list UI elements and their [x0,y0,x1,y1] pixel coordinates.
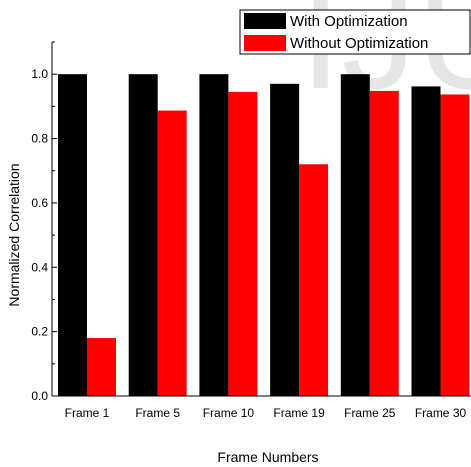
y-axis-title: Normalized Correlation [6,163,22,306]
bar-frame-25-without-optimization [369,90,399,397]
bar-frame-10-with-optimization [199,74,229,397]
y-tick-label: 0.8 [31,132,48,146]
legend-swatch-without-optimization [244,35,286,51]
bar-frame-30-with-optimization [411,86,441,396]
x-axis-title: Frame Numbers [217,449,318,465]
x-tick-label: Frame 30 [415,406,467,420]
legend-label-with-optimization: With Optimization [290,13,408,30]
legend: With Optimization Without Optimization [239,9,471,55]
legend-label-without-optimization: Without Optimization [290,35,428,52]
x-tick-label: Frame 10 [203,406,255,420]
axes: 0.0 0.2 0.4 0.6 0.8 1.0 Frame 1 Frame 5 Frame 10… [31,41,471,420]
x-tick-label: Frame 1 [65,406,110,420]
y-tick-label: 0.6 [31,196,48,210]
bars [58,74,470,397]
legend-swatch-with-optimization [244,13,286,29]
bar-frame-5-without-optimization [157,110,187,397]
x-tick-label: Frame 19 [273,406,325,420]
x-tick-label: Frame 5 [135,406,180,420]
bar-frame-25-with-optimization [340,74,370,397]
bar-frame-1-with-optimization [58,74,87,397]
y-tick-label: 0.4 [31,260,48,274]
bar-frame-30-without-optimization [440,94,470,397]
y-tick-label: 0.0 [31,389,48,403]
y-tick-label: 0.2 [31,325,48,339]
bar-frame-19-with-optimization [270,83,300,396]
bar-frame-10-without-optimization [228,91,258,396]
bar-frame-5-with-optimization [128,74,158,397]
bar-frame-1-without-optimization [87,338,116,396]
bar-frame-19-without-optimization [299,164,329,396]
y-tick-label: 1.0 [31,67,48,81]
x-tick-label: Frame 25 [344,406,396,420]
